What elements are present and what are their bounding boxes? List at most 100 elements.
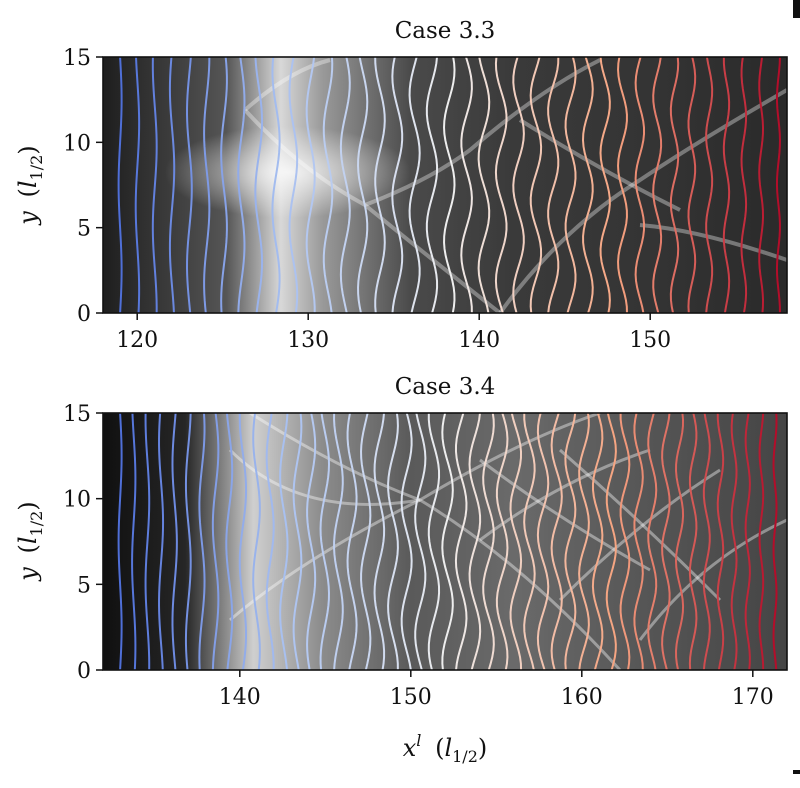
bottom-contour-line [373, 413, 386, 670]
bottom-contour-line [225, 413, 234, 670]
top-x-tick-label: 120 [116, 328, 158, 353]
bottom-x-tick-label: 170 [732, 685, 774, 710]
top-contour-line [134, 57, 141, 313]
bottom-contour-line [550, 413, 563, 670]
bottom-contour-line [158, 413, 165, 670]
bottom-contour-line [198, 413, 206, 670]
top-contour-line [203, 57, 211, 313]
bottom-contour-line [647, 413, 658, 670]
top-contour-line [477, 57, 491, 313]
top-contour-line [357, 57, 369, 313]
top-contour-line [669, 57, 680, 313]
bottom-contour-line [333, 413, 344, 670]
bottom-y-tick-label: 0 [77, 659, 91, 684]
bottom-contour-line [619, 413, 631, 670]
bottom-x-tick-label: 160 [561, 685, 603, 710]
bottom-contour-line [688, 413, 698, 670]
top-y-tick-label: 10 [63, 131, 91, 156]
top-contour-line [758, 57, 765, 313]
bottom-x-axis-label: xl (l1/2) [403, 724, 488, 766]
bottom-contour-line [441, 413, 454, 670]
top-x-ticks: 120 130 140 150 [116, 313, 671, 353]
top-contour-line [705, 57, 714, 313]
bottom-contour-line [252, 413, 261, 670]
top-contour-line [425, 57, 439, 313]
bottom-contour-line [131, 413, 137, 670]
top-contour-line [564, 57, 577, 313]
bottom-contour-line [184, 413, 192, 670]
bottom-contour-line [292, 413, 303, 670]
bottom-x-tick-label: 150 [390, 685, 432, 710]
bottom-contour-line [730, 413, 738, 670]
bottom-contour-line [400, 413, 413, 670]
top-contour-line [547, 57, 560, 313]
bottom-contour-line [674, 413, 685, 670]
top-contour-line [391, 57, 404, 313]
bottom-contour-line [279, 413, 289, 670]
bottom-panel-title: Case 3.4 [395, 374, 496, 400]
top-x-tick-label: 150 [629, 328, 671, 353]
bottom-contour-line [414, 413, 427, 670]
bottom-contour-line [346, 413, 358, 670]
top-contour-line [652, 57, 663, 313]
bottom-contour-line [758, 413, 765, 670]
bottom-y-axis-label: y (l1/2) [14, 501, 46, 581]
bottom-contour-line [661, 413, 671, 670]
bottom-contour-line [702, 413, 711, 670]
bottom-panel-plot [103, 413, 787, 670]
bottom-contour-line [306, 413, 317, 670]
bottom-contour-line [427, 413, 441, 670]
top-panel-title: Case 3.3 [395, 18, 496, 44]
top-contour-line [305, 57, 316, 313]
top-y-tick-label: 15 [63, 46, 91, 71]
top-y-axis-label: y (l1/2) [14, 145, 46, 225]
top-contour-line [288, 57, 299, 313]
top-contour-line [374, 57, 386, 313]
right-edge-mark-top [793, 0, 800, 18]
bottom-contour-line [578, 413, 590, 670]
bottom-contour-line [633, 413, 644, 670]
bottom-contour-line [495, 413, 509, 670]
bottom-contour-line [744, 413, 751, 670]
bottom-contour-line [536, 413, 550, 670]
bottom-plot-frame [102, 412, 788, 671]
bottom-contour-line [523, 413, 536, 670]
bottom-y-tick-label: 10 [63, 488, 91, 513]
bottom-contour-line [564, 413, 577, 670]
top-contour-line [775, 57, 781, 313]
bottom-y-ticks: 0 5 10 15 [63, 402, 103, 684]
top-contour-line [237, 57, 246, 313]
top-contour-line [408, 57, 421, 313]
top-contour-line [168, 57, 176, 313]
top-contour-line [599, 57, 611, 313]
bottom-contour-line [772, 413, 778, 670]
top-y-ticks: 0 5 10 15 [63, 46, 103, 327]
bottom-contour-line [468, 413, 482, 670]
top-heatmap-glow [103, 57, 787, 313]
top-plot-frame [102, 56, 788, 314]
bottom-y-tick-label: 15 [63, 402, 91, 427]
top-contour-lines [117, 57, 781, 313]
bottom-contour-line [171, 413, 178, 670]
top-panel-plot [103, 57, 787, 313]
bottom-contour-line [716, 413, 725, 670]
bottom-contour-line [509, 413, 523, 670]
top-x-tick-label: 130 [287, 328, 329, 353]
top-contour-line [494, 57, 508, 313]
bottom-y-tick-label: 5 [77, 573, 91, 598]
bottom-contour-line [454, 413, 468, 670]
top-contour-line [339, 57, 351, 313]
bottom-contour-lines [117, 413, 778, 670]
bottom-contour-line [238, 413, 248, 670]
bottom-contour-line [387, 413, 399, 670]
right-edge-mark-bottom [793, 770, 800, 774]
top-contour-line [722, 57, 731, 313]
top-contour-line [271, 57, 281, 313]
bottom-contour-line [591, 413, 604, 670]
top-contour-line [254, 57, 264, 313]
bottom-contour-line [144, 413, 151, 670]
bottom-contour-line [117, 413, 123, 670]
top-contour-line [582, 57, 594, 313]
top-contour-line [740, 57, 748, 313]
